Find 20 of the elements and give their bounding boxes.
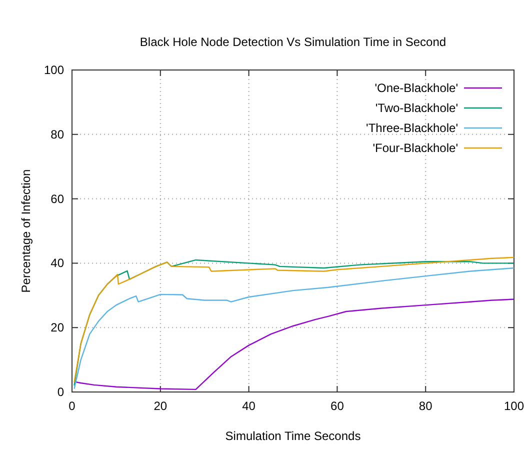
y-tick-label: 20 [50, 320, 64, 335]
x-tick-label: 100 [504, 399, 524, 413]
x-tick-label: 20 [154, 399, 168, 413]
x-axis-title: Simulation Time Seconds [225, 429, 361, 443]
legend-label: 'Two-Blackhole' [375, 101, 458, 115]
y-tick-label: 100 [44, 63, 64, 77]
chart-title: Black Hole Node Detection Vs Simulation Time in Second [140, 35, 446, 49]
x-tick-label: 40 [242, 399, 256, 413]
legend-label: 'Three-Blackhole' [366, 121, 458, 135]
legend-label: 'One-Blackhole' [374, 81, 458, 95]
y-tick-label: 80 [50, 127, 64, 142]
legend-label: 'Four-Blackhole' [372, 141, 458, 155]
y-tick-label: 0 [57, 385, 64, 399]
y-tick-label: 40 [50, 256, 64, 270]
x-tick-label: 60 [330, 399, 344, 413]
y-tick-label: 60 [50, 192, 64, 206]
x-tick-label: 80 [418, 399, 433, 413]
x-tick-label: 0 [68, 399, 76, 413]
line-series [74, 298, 515, 390]
y-axis-title: Percentage of Infection [19, 169, 33, 293]
